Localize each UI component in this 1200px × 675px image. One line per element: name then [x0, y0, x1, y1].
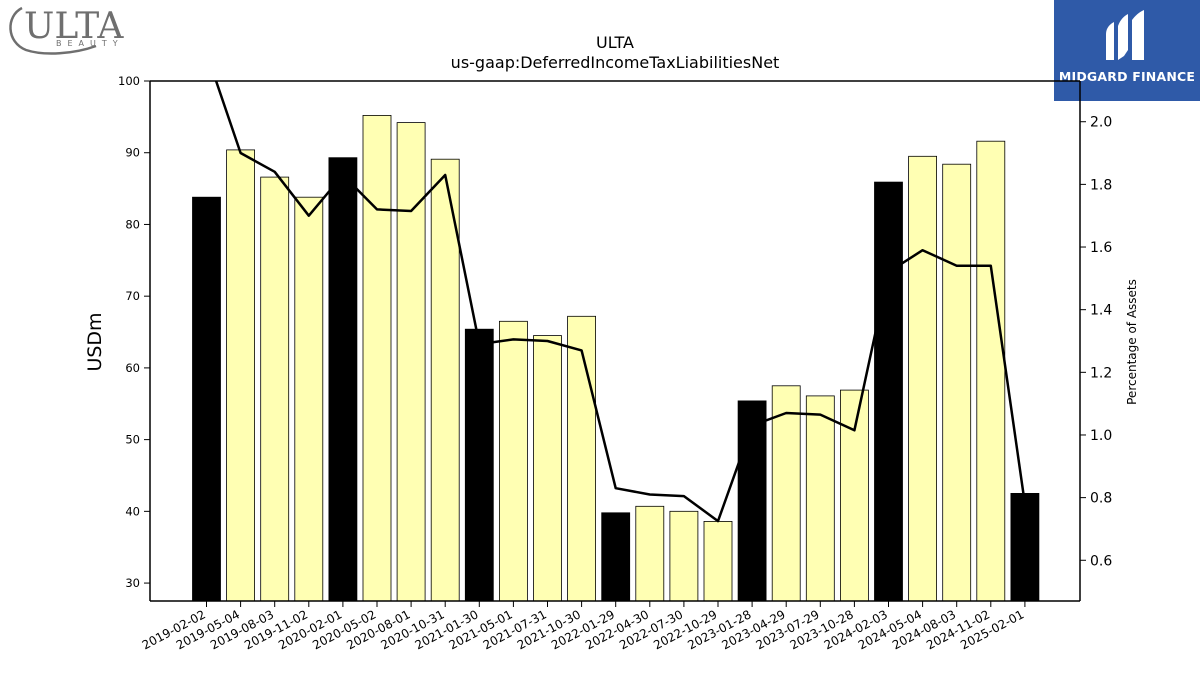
- y2-tick-label: 1.0: [1090, 428, 1112, 444]
- bar-2021-10-30: [567, 315, 596, 601]
- y-tick-label: 60: [125, 361, 140, 375]
- y2-tick-label: 1.6: [1090, 240, 1112, 256]
- bar-2022-01-29: [601, 512, 631, 601]
- y-tick-label: 40: [125, 504, 140, 518]
- bar-2019-02-02: [192, 196, 221, 601]
- bar-2019-05-04: [226, 149, 256, 601]
- y-tick-label: 30: [125, 576, 140, 590]
- y-tick-label: 70: [125, 289, 140, 303]
- bar-2021-05-01: [498, 320, 528, 601]
- y2-tick-label: 1.2: [1090, 365, 1112, 381]
- y2-axis-label: Percentage of Assets: [1125, 279, 1139, 405]
- y-tick-label: 90: [125, 146, 140, 160]
- y2-tick-label: 1.8: [1090, 177, 1112, 193]
- midgard-finance-logo: MIDGARD FINANCE: [1054, 0, 1200, 101]
- bar-2020-05-02: [362, 115, 392, 601]
- ulta-logo-subtext: BEAUTY: [56, 39, 124, 48]
- bar-2022-04-30: [635, 505, 665, 601]
- bar-2024-11-02: [976, 140, 1006, 601]
- midgard-finance-logo-text: MIDGARD FINANCE: [1058, 69, 1196, 84]
- y2-tick-label: 0.8: [1090, 491, 1112, 507]
- bar-2023-07-29: [805, 395, 835, 601]
- y2-tick-label: 1.4: [1090, 303, 1112, 319]
- percentage-of-assets-line: [214, 81, 1027, 523]
- bar-2022-07-30: [669, 510, 699, 601]
- bar-2020-10-31: [430, 158, 460, 601]
- bar-2024-08-03: [942, 163, 972, 601]
- bar-2024-05-04: [908, 155, 937, 601]
- bar-2019-11-02: [294, 196, 324, 601]
- chart-subtitle: us-gaap:DeferredIncomeTaxLiabilitiesNet: [451, 53, 780, 72]
- bar-2019-08-03: [260, 176, 290, 601]
- bar-2022-10-29: [703, 521, 733, 601]
- ulta-logo-text: ULTA: [24, 6, 124, 47]
- y2-tick-label: 2.0: [1090, 115, 1112, 131]
- y2-tick-label: 0.6: [1090, 553, 1112, 569]
- bar-2023-01-28: [737, 400, 767, 601]
- y-tick-label: 80: [125, 217, 140, 231]
- bar-2023-10-28: [840, 389, 869, 601]
- bar-2023-04-29: [771, 385, 801, 601]
- y-axis-label: USDm: [84, 312, 106, 371]
- ulta-logo: ULTA BEAUTY: [4, 2, 136, 58]
- bar-2020-02-01: [328, 157, 358, 601]
- chart-title: ULTA: [596, 33, 634, 52]
- bar-2024-02-03: [874, 181, 903, 601]
- y-tick-label: 50: [125, 433, 140, 447]
- bar-2020-08-01: [396, 122, 426, 601]
- bar-2021-07-31: [533, 335, 562, 601]
- bar-2021-01-30: [464, 328, 494, 601]
- bar-2025-02-01: [1010, 492, 1040, 601]
- y-tick-label: 100: [118, 74, 140, 88]
